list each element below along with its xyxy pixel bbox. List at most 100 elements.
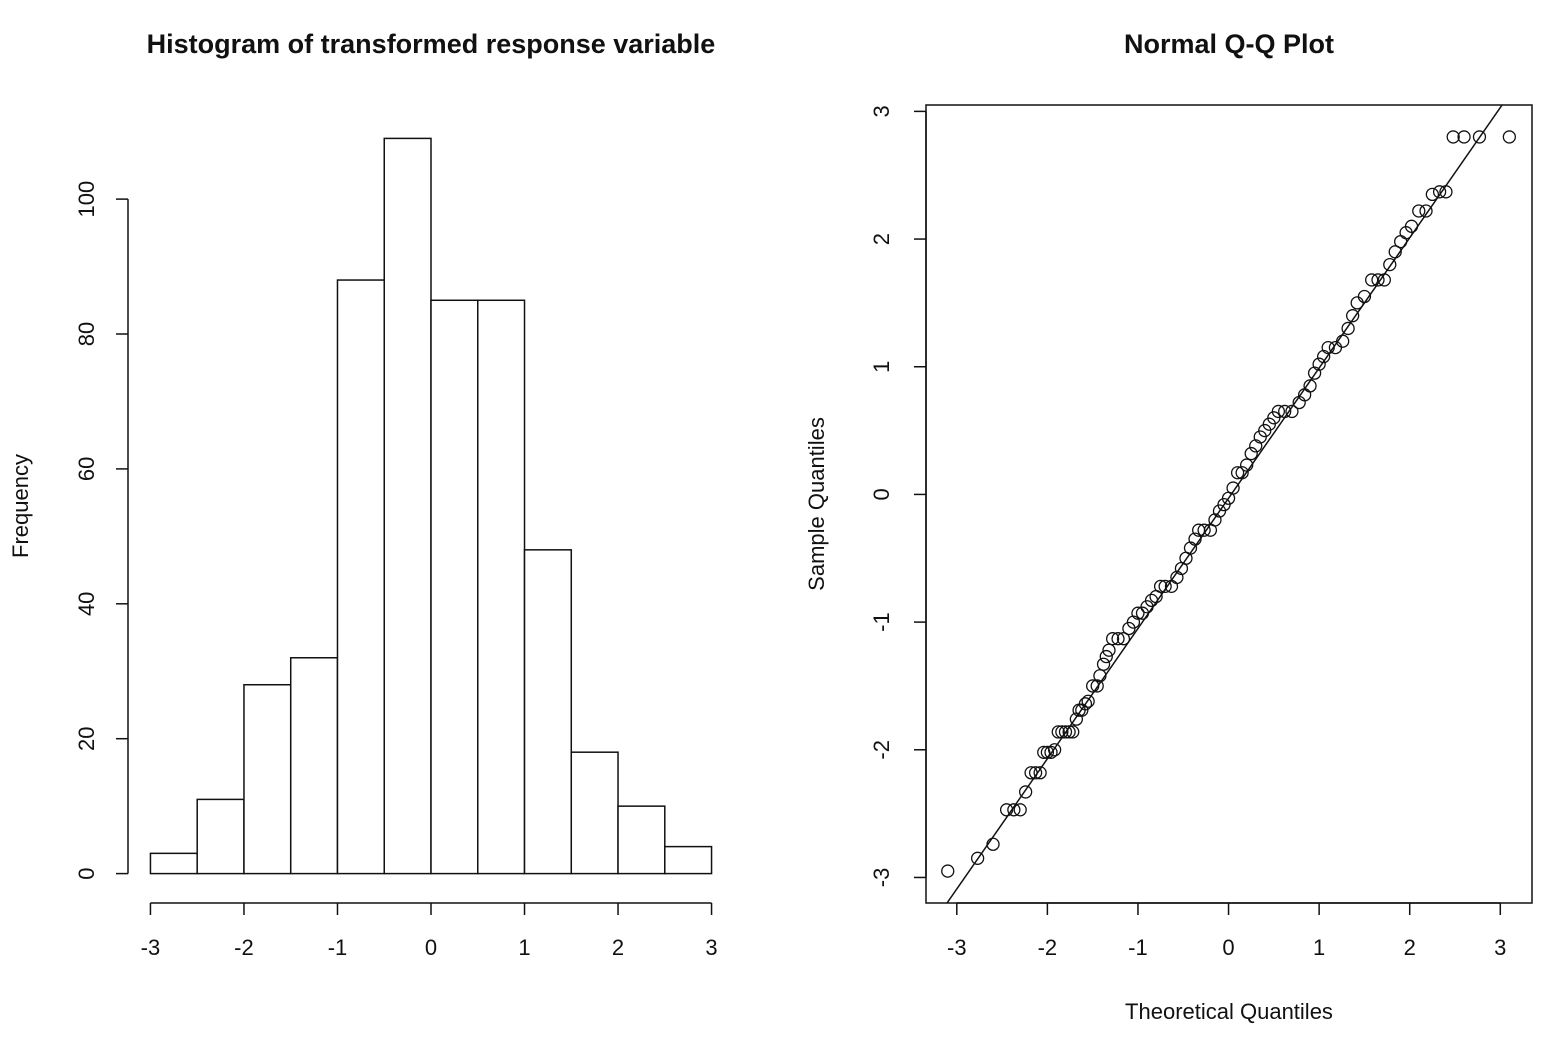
bar xyxy=(617,805,666,875)
bar xyxy=(336,279,385,875)
point xyxy=(941,864,955,878)
y-tick-label: 0 xyxy=(74,867,99,879)
point xyxy=(1081,694,1095,708)
x-tick-label: 0 xyxy=(425,935,437,960)
bar xyxy=(523,549,573,875)
x-tick-label: 2 xyxy=(612,935,624,960)
x-tick-label: -2 xyxy=(1038,935,1058,960)
point xyxy=(1188,532,1202,546)
bar xyxy=(149,852,198,875)
point xyxy=(1341,321,1355,336)
point xyxy=(970,851,985,865)
y-tick-label: -2 xyxy=(869,740,894,760)
point xyxy=(1047,743,1062,757)
point xyxy=(1105,632,1120,646)
point xyxy=(1007,803,1021,817)
point xyxy=(986,837,1000,851)
chart-title: Histogram of transformed response variab… xyxy=(147,29,716,59)
point xyxy=(1388,245,1402,259)
point xyxy=(1197,523,1211,537)
point xyxy=(1235,466,1249,480)
bar xyxy=(570,751,619,875)
bar xyxy=(383,137,432,875)
y-tick-label: -1 xyxy=(869,612,894,632)
point xyxy=(1377,273,1391,287)
bar xyxy=(664,845,713,875)
point xyxy=(1303,379,1317,393)
x-tick-label: -1 xyxy=(328,935,348,960)
point xyxy=(1028,766,1043,780)
x-tick-label: 1 xyxy=(518,935,530,960)
point xyxy=(1278,404,1292,419)
y-axis-label: Sample Quantiles xyxy=(804,417,829,591)
point xyxy=(1404,219,1419,233)
y-tick-label: -3 xyxy=(869,868,894,888)
point xyxy=(1446,130,1460,144)
y-tick-label: 1 xyxy=(869,361,894,373)
point xyxy=(999,803,1014,817)
point xyxy=(1240,458,1254,472)
y-tick-label: 2 xyxy=(869,233,894,245)
point xyxy=(1055,725,1069,739)
point xyxy=(1044,745,1058,759)
point xyxy=(1226,481,1240,495)
point xyxy=(1419,204,1433,218)
point xyxy=(1066,725,1080,739)
point xyxy=(1271,404,1286,419)
point xyxy=(1285,404,1299,419)
x-tick-label: -3 xyxy=(947,935,967,960)
point xyxy=(1024,766,1038,780)
y-tick-label: 80 xyxy=(74,322,99,346)
chart-title: Normal Q-Q Plot xyxy=(1124,29,1334,59)
point xyxy=(1412,204,1426,218)
point xyxy=(1158,579,1172,594)
point xyxy=(1312,357,1326,371)
bar xyxy=(477,299,526,875)
point xyxy=(1425,187,1440,202)
point xyxy=(1153,579,1168,594)
point xyxy=(1371,273,1385,287)
bar xyxy=(243,683,292,875)
point xyxy=(1096,657,1111,671)
point xyxy=(1099,649,1113,664)
point xyxy=(1051,725,1065,739)
point xyxy=(1040,745,1055,759)
point xyxy=(1111,632,1125,646)
point xyxy=(1432,185,1447,199)
x-tick-label: -3 xyxy=(141,935,161,960)
point xyxy=(1116,632,1131,646)
plot-box xyxy=(925,104,1533,904)
y-axis-label: Frequency xyxy=(8,454,33,558)
bar xyxy=(430,299,479,875)
point xyxy=(1075,703,1089,717)
x-tick-label: 2 xyxy=(1404,935,1416,960)
point xyxy=(1357,289,1372,304)
y-tick-label: 20 xyxy=(74,726,99,750)
point xyxy=(1365,273,1379,287)
x-tick-label: 1 xyxy=(1313,935,1325,960)
x-axis-label: Theoretical Quantiles xyxy=(1125,999,1333,1024)
y-tick-label: 0 xyxy=(869,488,894,500)
point xyxy=(1383,257,1397,272)
point xyxy=(1144,593,1159,608)
y-tick-label: 100 xyxy=(74,181,99,218)
point xyxy=(1336,334,1350,348)
point xyxy=(1472,130,1487,144)
point xyxy=(1018,785,1033,799)
point xyxy=(1230,466,1245,480)
point xyxy=(1321,340,1335,355)
point xyxy=(1394,234,1408,249)
point xyxy=(1013,803,1027,817)
bar xyxy=(196,798,245,875)
x-tick-label: -2 xyxy=(234,935,254,960)
x-tick-label: 0 xyxy=(1222,935,1234,960)
y-tick-label: 40 xyxy=(74,592,99,616)
reference-line xyxy=(946,105,1503,903)
point xyxy=(1244,446,1258,461)
point xyxy=(1078,697,1093,711)
x-tick-label: 3 xyxy=(705,935,717,960)
point xyxy=(1058,725,1073,739)
y-tick-label: 3 xyxy=(869,105,894,117)
point xyxy=(1457,130,1471,144)
